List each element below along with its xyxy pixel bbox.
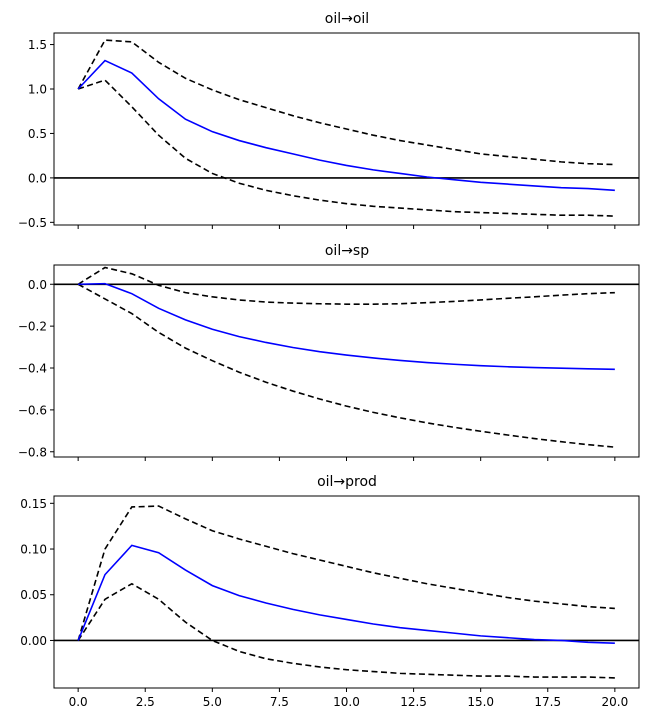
ytick-label-oil-oil: 1.5: [28, 38, 47, 52]
xtick-label-oil-prod: 7.5: [270, 695, 289, 709]
series-lower-oil-oil: [77, 79, 615, 217]
ytick-label-oil-oil: 0.5: [28, 127, 47, 141]
ytick-label-oil-oil: 1.0: [28, 83, 47, 97]
ytick-label-oil-sp: −0.4: [18, 362, 47, 376]
xtick-label-oil-prod: 20.0: [601, 695, 628, 709]
xtick-label-oil-prod: 15.0: [467, 695, 494, 709]
ytick-label-oil-prod: 0.00: [20, 634, 47, 648]
series-upper-oil-sp: [77, 266, 615, 305]
xtick-label-oil-prod: 5.0: [203, 695, 222, 709]
ytick-label-oil-oil: −0.5: [18, 216, 47, 230]
axes-frame-oil-prod: [53, 495, 640, 689]
xtick-label-oil-prod: 2.5: [136, 695, 155, 709]
ytick-label-oil-sp: −0.6: [18, 403, 47, 417]
series-upper-oil-oil: [77, 39, 615, 166]
panel-title-oil-oil: oil→oil: [325, 11, 369, 27]
axes-frame-oil-sp: [53, 264, 640, 458]
ytick-label-oil-prod: 0.15: [20, 497, 47, 511]
xtick-label-oil-prod: 10.0: [333, 695, 360, 709]
series-irf-oil-oil: [77, 59, 615, 192]
series-lower-oil-sp: [77, 283, 615, 448]
xtick-label-oil-prod: 0.0: [69, 695, 88, 709]
ytick-label-oil-oil: 0.0: [28, 171, 47, 185]
axes-frame-oil-oil: [53, 32, 640, 226]
ytick-label-oil-prod: 0.10: [20, 543, 47, 557]
ytick-label-oil-sp: −0.2: [18, 320, 47, 334]
series-lower-oil-prod: [77, 582, 615, 679]
ytick-label-oil-prod: 0.05: [20, 588, 47, 602]
panel-title-oil-sp: oil→sp: [325, 243, 369, 259]
panel-oil-oil: oil→oil −0.5 0.0 0.5 1.0 1.5: [18, 11, 640, 230]
series-irf-oil-prod: [77, 544, 615, 644]
series-irf-oil-sp: [78, 282, 615, 371]
xtick-label-oil-prod: 17.5: [534, 695, 561, 709]
series-upper-oil-prod: [77, 505, 615, 641]
panel-oil-sp: oil→sp −0.8 −0.6 −0.4 −0.2 0.0: [18, 243, 640, 461]
panel-oil-prod: oil→prod 0.00 0.05 0.10 0.15 0.0 2.5 5.0 7.5 10.…: [20, 474, 640, 709]
xtick-label-oil-prod: 12.5: [400, 695, 427, 709]
panel-title-oil-prod: oil→prod: [317, 474, 377, 490]
ytick-label-oil-sp: 0.0: [28, 278, 47, 292]
ytick-label-oil-sp: −0.8: [18, 445, 47, 459]
